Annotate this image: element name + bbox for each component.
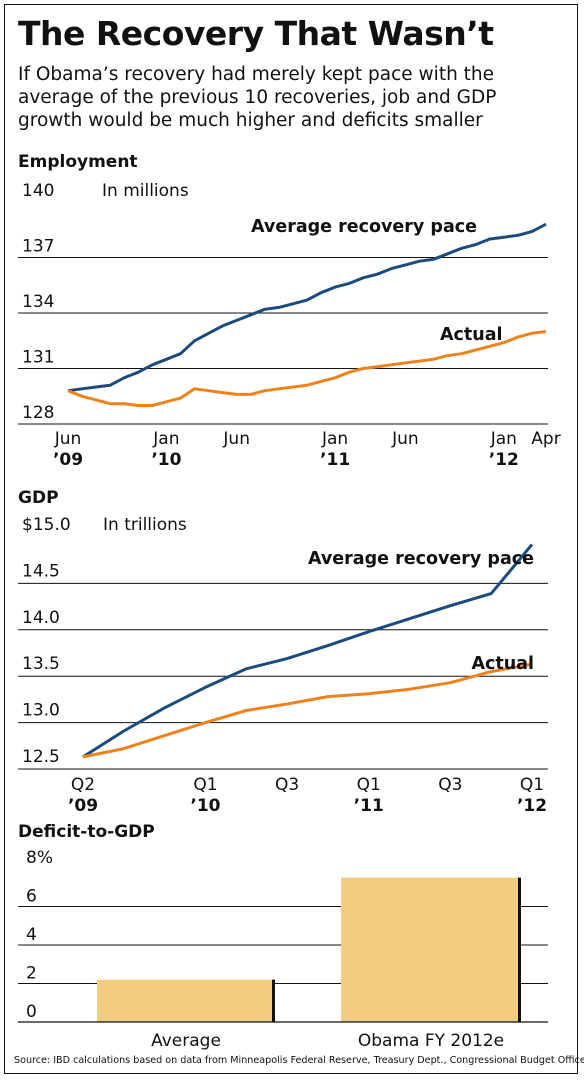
deficit-chart: 8% 6 4 2 0 Average Obama FY 2012e — [18, 848, 548, 1051]
gdp-average-line — [82, 543, 534, 759]
y-tick-label: 14.0 — [22, 608, 60, 628]
x-category-label: Obama FY 2012e — [358, 1031, 504, 1051]
series-label-actual: Actual — [440, 325, 503, 345]
y-tick-label: $15.0 — [22, 515, 71, 535]
bar — [97, 979, 275, 1022]
employment-average-line — [67, 222, 547, 393]
series-label-average: Average recovery pace — [308, 549, 534, 569]
unit-label: In trillions — [103, 515, 187, 535]
x-tick-year: ’10 — [190, 796, 220, 816]
y-tick-label: 12.5 — [22, 747, 60, 767]
x-tick-month: Jan — [490, 429, 517, 449]
gdp-actual-line — [82, 662, 533, 759]
x-tick-month: Jan — [321, 429, 348, 449]
y-tick-label: 131 — [22, 348, 54, 368]
x-tick-month: Jun — [391, 429, 419, 449]
y-tick-label: 13.0 — [22, 701, 60, 721]
deficit-title: Deficit-to-GDP — [18, 822, 155, 842]
y-tick-label: 8% — [26, 848, 53, 868]
x-tick-quarter: Q1 — [193, 775, 217, 795]
y-tick-label: 134 — [22, 292, 54, 312]
page-subtitle: If Obama’s recovery had merely kept pace… — [18, 64, 497, 131]
bar-shadow — [518, 877, 521, 1022]
y-tick-label: 140 — [22, 181, 54, 201]
employment-actual-line — [67, 330, 547, 407]
x-tick-year: ’12 — [517, 796, 547, 816]
x-tick-year: ’10 — [151, 450, 181, 470]
x-tick-quarter: Q3 — [438, 775, 462, 795]
gdp-chart: $15.014.514.013.513.012.5In trillionsQ2’… — [18, 515, 548, 816]
x-category-label: Average — [151, 1031, 221, 1051]
y-tick-label: 137 — [22, 237, 54, 257]
x-tick-quarter: Q3 — [275, 775, 299, 795]
x-tick-year: ’09 — [53, 450, 83, 470]
gdp-title: GDP — [18, 488, 59, 508]
x-tick-quarter: Q1 — [520, 775, 544, 795]
bar — [341, 877, 521, 1022]
unit-label: In millions — [102, 181, 189, 201]
chart-frame — [4, 4, 578, 1074]
y-tick-label: 14.5 — [22, 561, 60, 581]
series-label-average: Average recovery pace — [251, 217, 477, 237]
y-tick-label: 6 — [26, 887, 37, 907]
x-tick-year: ’09 — [68, 796, 98, 816]
x-tick-year: ’11 — [320, 450, 350, 470]
source-note: Source: IBD calculations based on data f… — [14, 1055, 584, 1066]
x-tick-month: Jun — [222, 429, 250, 449]
x-tick-month: Jun — [54, 429, 82, 449]
x-tick-month: Jan — [152, 429, 179, 449]
y-tick-label: 0 — [26, 1002, 37, 1022]
x-tick-year: ’11 — [354, 796, 384, 816]
y-tick-label: 4 — [26, 925, 37, 945]
employment-title: Employment — [18, 152, 138, 172]
series-label-actual: Actual — [471, 654, 534, 674]
x-tick-quarter: Q2 — [71, 775, 95, 795]
y-tick-label: 13.5 — [22, 654, 60, 674]
y-tick-label: 128 — [22, 403, 54, 423]
x-tick-year: ’12 — [489, 450, 519, 470]
page-title: The Recovery That Wasn’t — [18, 14, 494, 53]
x-tick-quarter: Q1 — [357, 775, 381, 795]
y-tick-label: 2 — [26, 964, 37, 984]
bar-shadow — [272, 979, 275, 1022]
x-tick-month: Apr — [531, 429, 560, 449]
